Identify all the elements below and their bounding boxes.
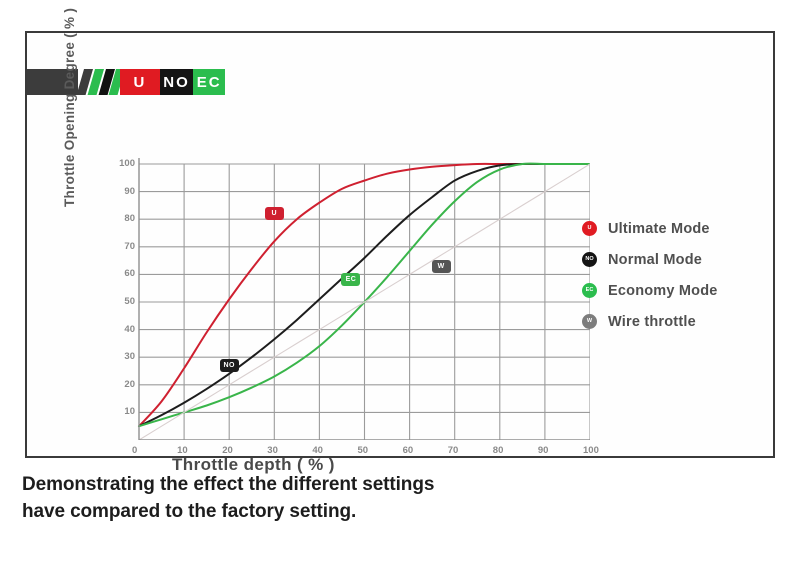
banner-dark-block <box>27 69 79 95</box>
x-axis-title: Throttle depth ( % ) <box>172 455 335 474</box>
x-tick-0: 0 <box>132 445 138 456</box>
brand-banner: U NO EC <box>27 69 225 95</box>
legend-item-ultimate-mode[interactable]: U Ultimate Mode <box>582 213 718 244</box>
x-tick-20: 20 <box>222 445 233 456</box>
x-tick-30: 30 <box>267 445 278 456</box>
x-tick-70: 70 <box>447 445 459 456</box>
series-marker-ec: EC <box>341 273 361 287</box>
legend-badge-icon-u: U <box>582 221 597 236</box>
legend-badge-icon-no: NO <box>582 252 597 267</box>
x-tick-40: 40 <box>312 445 323 456</box>
y-axis-title: Throttle Opening Degree ( % ) <box>62 7 77 207</box>
banner-u-block: U <box>120 69 160 95</box>
y-tick-30: 30 <box>124 351 135 363</box>
banner-stripes <box>78 69 121 95</box>
series-marker-u: U <box>264 207 284 221</box>
y-tick-70: 70 <box>124 240 135 252</box>
x-tick-50: 50 <box>357 445 369 456</box>
legend-item-wire-throttle[interactable]: W Wire throttle <box>582 306 718 337</box>
x-tick-10: 10 <box>177 445 188 456</box>
legend-label: Ultimate Mode <box>608 220 710 237</box>
y-tick-40: 40 <box>124 323 135 335</box>
x-tick-60: 60 <box>402 445 414 456</box>
y-tick-50: 50 <box>124 296 135 307</box>
curve-lines <box>138 162 590 440</box>
legend-label: Wire throttle <box>608 313 696 330</box>
x-tick-100: 100 <box>583 445 599 456</box>
caption-line-1: Demonstrating the effect the different s… <box>22 474 435 495</box>
banner-no-block: NO <box>159 69 194 95</box>
legend-label: Economy Mode <box>608 282 718 299</box>
banner-ec-block: EC <box>193 69 225 95</box>
y-tick-80: 80 <box>124 213 135 225</box>
figure-caption: Demonstrating the effect the different s… <box>22 472 434 526</box>
x-tick-80: 80 <box>492 445 504 456</box>
chart-plot-area: Throttle Opening Degree ( % ) Throttle d… <box>62 8 599 474</box>
y-tick-20: 20 <box>124 378 135 390</box>
y-tick-60: 60 <box>124 268 135 280</box>
series-marker-w: W <box>431 259 451 273</box>
legend-label: Normal Mode <box>608 251 703 268</box>
axis-lines <box>138 158 590 440</box>
y-tick-10: 10 <box>124 406 135 418</box>
chart-card: U NO EC Throttle Opening Degree ( % ) Th… <box>25 8 775 474</box>
legend-item-economy-mode[interactable]: EC Economy Mode <box>582 275 718 306</box>
y-tick-90: 90 <box>124 185 135 197</box>
legend-item-normal-mode[interactable]: NO Normal Mode <box>582 244 718 275</box>
chart-legend: U Ultimate Mode NO Normal Mode EC Economy Mod… <box>582 213 718 337</box>
y-tick-100: 100 <box>119 158 135 169</box>
caption-line-2: have compared to the factory setting. <box>22 500 357 522</box>
series-marker-no: NO <box>219 358 239 372</box>
legend-badge-icon-ec: EC <box>582 283 597 298</box>
x-tick-90: 90 <box>537 445 549 456</box>
chart-svg <box>138 158 590 440</box>
legend-badge-icon-w: W <box>582 314 597 329</box>
